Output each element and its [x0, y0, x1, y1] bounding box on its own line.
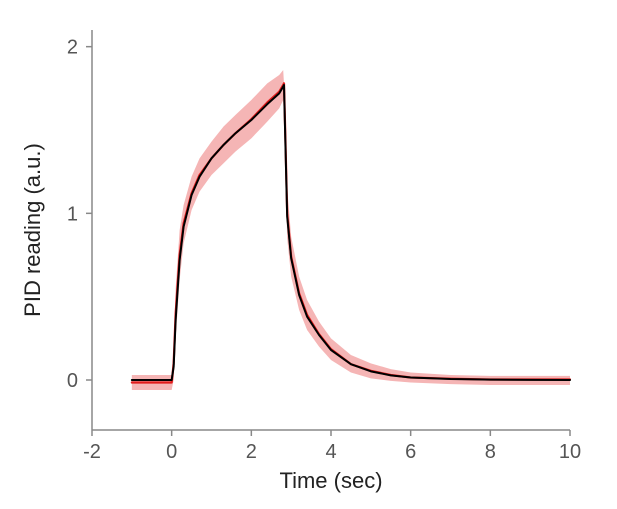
- chart-svg: -2 0 2 4 6 8 10 0 1 2 Time (sec) PID reading (a.u.): [0, 0, 617, 509]
- y-tick-label: 1: [67, 203, 78, 225]
- y-tick-label: 0: [67, 370, 78, 392]
- pid-chart: -2 0 2 4 6 8 10 0 1 2 Time (sec) PID reading (a.u.): [0, 0, 617, 509]
- y-axis-label: PID reading (a.u.): [20, 143, 45, 317]
- x-tick-label: -2: [83, 441, 101, 463]
- x-tick-label: 8: [485, 441, 496, 463]
- y-tick-label: 2: [67, 37, 78, 59]
- x-tick-label: 0: [166, 441, 177, 463]
- x-axis-label: Time (sec): [279, 468, 382, 493]
- x-tick-label: 2: [246, 441, 257, 463]
- x-tick-label: 10: [559, 441, 581, 463]
- x-tick-label: 4: [325, 441, 336, 463]
- x-tick-label: 6: [405, 441, 416, 463]
